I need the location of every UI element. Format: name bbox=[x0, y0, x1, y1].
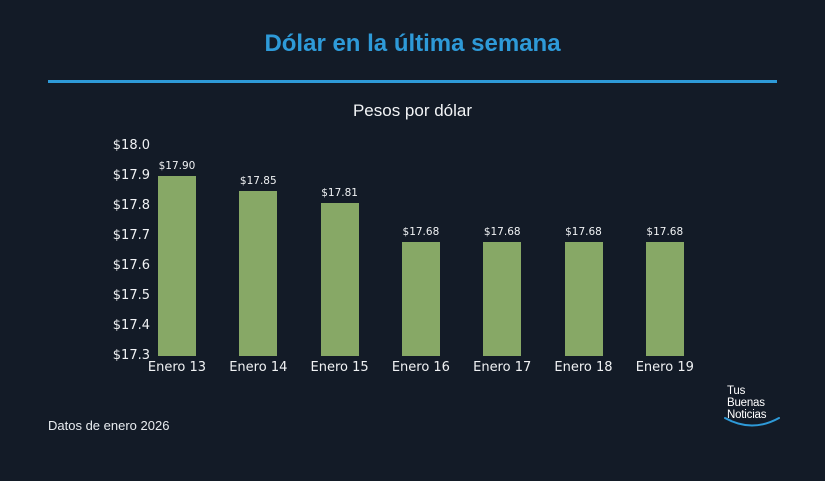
x-tick-label: Enero 14 bbox=[229, 360, 288, 375]
bar[interactable] bbox=[158, 176, 196, 356]
bar[interactable] bbox=[239, 191, 278, 356]
chart-title: Dólar en la última semana bbox=[264, 30, 561, 57]
bar[interactable] bbox=[645, 242, 684, 356]
bar[interactable] bbox=[320, 203, 359, 356]
logo-line-2: Buenas bbox=[727, 397, 765, 409]
y-tick-label: $17.5 bbox=[112, 288, 150, 303]
y-tick-label: $17.9 bbox=[112, 168, 150, 183]
bar-value-label: $17.85 bbox=[239, 175, 277, 187]
y-tick-label: $17.3 bbox=[112, 348, 150, 363]
bar-value-label: $17.68 bbox=[646, 226, 684, 238]
x-tick-label: Enero 19 bbox=[635, 360, 694, 375]
bar[interactable] bbox=[483, 242, 522, 356]
bar-value-label: $17.90 bbox=[158, 160, 196, 172]
bar[interactable] bbox=[401, 242, 440, 356]
y-tick-label: $17.8 bbox=[112, 198, 150, 213]
y-tick-label: $17.7 bbox=[112, 228, 150, 243]
y-tick-label: $17.6 bbox=[112, 258, 150, 273]
x-tick-label: Enero 17 bbox=[473, 360, 532, 375]
bar-value-label: $17.68 bbox=[402, 226, 440, 238]
logo-line-3: Noticias bbox=[727, 409, 767, 421]
bar[interactable] bbox=[564, 242, 603, 356]
chart-subtitle: Pesos por dólar bbox=[352, 101, 473, 120]
logo-line-1: Tus bbox=[727, 385, 746, 397]
y-tick-label: $17.4 bbox=[112, 318, 150, 333]
bar-value-label: $17.68 bbox=[565, 226, 602, 238]
x-tick-label: Enero 13 bbox=[147, 360, 207, 375]
bar-value-label: $17.68 bbox=[483, 226, 521, 238]
x-tick-label: Enero 15 bbox=[310, 360, 369, 375]
x-tick-label: Enero 18 bbox=[554, 360, 613, 375]
y-tick-label: $18.0 bbox=[112, 138, 150, 153]
title-divider bbox=[48, 80, 777, 83]
bar-value-label: $17.81 bbox=[321, 187, 358, 199]
brand-logo: Tus Buenas Noticias bbox=[727, 385, 787, 421]
x-tick-label: Enero 16 bbox=[391, 360, 450, 375]
logo-arc-icon bbox=[724, 417, 780, 427]
data-source-note: Datos de enero 2026 bbox=[48, 418, 170, 433]
